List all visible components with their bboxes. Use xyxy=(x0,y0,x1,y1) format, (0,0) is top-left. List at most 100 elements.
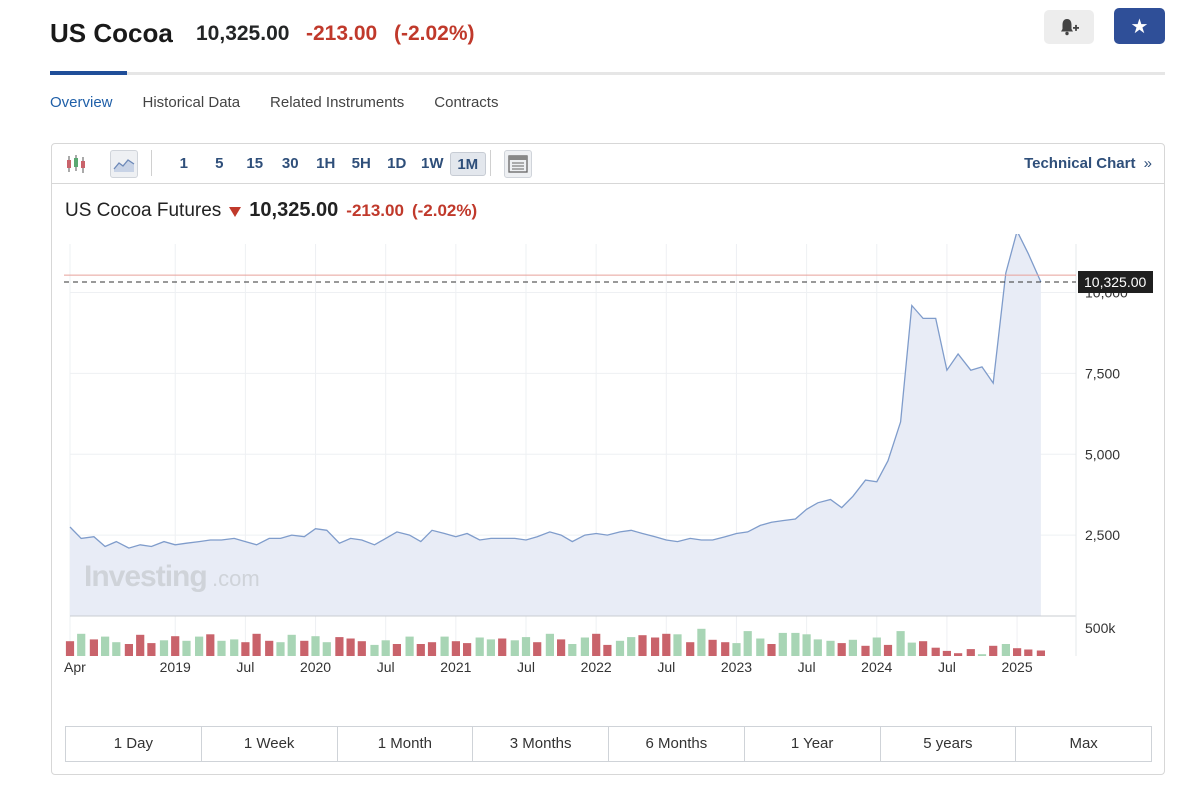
technical-chart-label: Technical Chart xyxy=(1024,155,1136,172)
watchlist-button[interactable]: ★ xyxy=(1114,8,1165,44)
interval-5[interactable]: 5 xyxy=(215,155,224,172)
table-view-button[interactable] xyxy=(504,150,532,178)
x-tick-label: Apr xyxy=(64,659,86,675)
tab-overview[interactable]: Overview xyxy=(50,94,113,111)
x-tick-label: 2024 xyxy=(861,659,892,675)
tab-bar: Overview Historical Data Related Instrum… xyxy=(50,94,498,111)
volume-bar xyxy=(883,644,893,656)
candlestick-chart-button[interactable] xyxy=(62,150,90,178)
volume-bar xyxy=(872,637,881,656)
quote-header: US Cocoa 10,325.00 -213.00 (-2.02%) ★ xyxy=(50,8,1165,48)
volume-bar xyxy=(265,640,274,656)
volume-bar xyxy=(370,644,379,656)
volume-bar xyxy=(357,641,366,656)
volume-bar xyxy=(440,636,449,656)
last-price-badge xyxy=(1078,271,1153,294)
volume-bar xyxy=(861,645,870,656)
volume-bar xyxy=(778,632,787,656)
volume-bar xyxy=(756,638,765,656)
volume-bar xyxy=(392,644,401,656)
area-chart-icon xyxy=(113,159,135,172)
volume-bar xyxy=(346,638,355,656)
volume-bar xyxy=(732,643,741,656)
interval-1d[interactable]: 1D xyxy=(387,155,407,172)
tab-related-instruments[interactable]: Related Instruments xyxy=(270,94,405,111)
range-6-months[interactable]: 6 Months xyxy=(609,727,745,761)
range-5-years[interactable]: 5 years xyxy=(881,727,1017,761)
volume-bar xyxy=(416,644,425,656)
volume-bar xyxy=(802,634,811,656)
last-price-label: 10,325.00 xyxy=(1084,274,1146,290)
volume-bar xyxy=(931,647,940,656)
interval-30[interactable]: 30 xyxy=(281,155,299,172)
interval-1h[interactable]: 1H xyxy=(316,155,336,172)
volume-bar xyxy=(112,642,121,656)
tabbar-divider xyxy=(50,72,1165,75)
volume-bar xyxy=(311,636,320,656)
technical-chart-link[interactable]: Technical Chart » xyxy=(1024,155,1152,172)
x-tick-label: Jul xyxy=(798,659,816,675)
volume-bar xyxy=(124,644,133,656)
range-max[interactable]: Max xyxy=(1069,735,1098,752)
area-chart-button[interactable] xyxy=(110,150,138,178)
range-1-month[interactable]: 1 Month xyxy=(338,727,474,761)
toolbar-separator xyxy=(151,150,152,176)
volume-bar xyxy=(837,643,846,656)
tab-contracts[interactable]: Contracts xyxy=(434,94,499,111)
volume-bar xyxy=(686,642,695,656)
volume-bar xyxy=(603,644,612,656)
volume-bar xyxy=(252,633,261,656)
range-1-day[interactable]: 1 Day xyxy=(66,727,202,761)
instrument-price: 10,325.00 xyxy=(249,199,339,221)
volume-bar xyxy=(697,628,706,656)
bell-plus-icon xyxy=(1061,19,1079,36)
x-tick-label: 2025 xyxy=(1001,659,1032,675)
interval-15[interactable]: 15 xyxy=(246,155,264,172)
interval-1[interactable]: 1 xyxy=(179,155,188,172)
volume-bar xyxy=(977,654,987,656)
tab-historical-data[interactable]: Historical Data xyxy=(142,94,241,111)
volume-bar xyxy=(171,636,180,656)
volume-bar xyxy=(475,637,484,656)
page-title: US Cocoa xyxy=(50,18,173,48)
volume-bar xyxy=(381,640,390,656)
range-1-week[interactable]: 1 Week xyxy=(202,727,338,761)
tab-active-indicator xyxy=(50,71,127,75)
instrument-change: -213.00 xyxy=(346,200,404,220)
volume-bar xyxy=(1036,650,1045,656)
volume-bar xyxy=(919,641,928,656)
watermark-suffix: .com xyxy=(212,566,260,591)
instrument-change-percent: (-2.02%) xyxy=(411,200,478,220)
interval-1w[interactable]: 1W xyxy=(421,155,444,172)
volume-bar xyxy=(615,640,625,656)
range-selector: 1 Day 1 Week 1 Month 3 Months 6 Months 1… xyxy=(65,726,1152,762)
volume-bar xyxy=(276,642,285,656)
x-tick-label: Jul xyxy=(517,659,535,675)
volume-bar xyxy=(1013,648,1022,656)
price-chart[interactable]: Investing.com2,5005,0007,50010,00010,325… xyxy=(52,234,1164,684)
x-tick-label: 2022 xyxy=(581,659,612,675)
volume-bar xyxy=(826,640,835,656)
volume-bar xyxy=(206,634,215,656)
chevron-right-icon: » xyxy=(1143,155,1152,172)
add-alert-button[interactable] xyxy=(1044,10,1094,44)
range-3-months[interactable]: 3 Months xyxy=(473,727,609,761)
volume-bar xyxy=(147,643,156,656)
volume-bar xyxy=(896,631,905,656)
interval-5h[interactable]: 5H xyxy=(351,155,371,172)
arrow-down-icon xyxy=(229,206,242,217)
volume-bar xyxy=(89,639,98,656)
volume-bar xyxy=(498,638,507,656)
volume-bar xyxy=(300,640,309,656)
volume-bar xyxy=(989,645,998,656)
volume-bar xyxy=(101,636,110,656)
volume-bar xyxy=(195,636,204,656)
volume-bar xyxy=(743,631,752,656)
volume-bar xyxy=(1024,649,1033,656)
volume-bar xyxy=(662,633,671,656)
interval-1m[interactable]: 1M xyxy=(450,152,486,176)
range-1-year[interactable]: 1 Year xyxy=(745,727,881,761)
volume-bar xyxy=(557,639,566,656)
volume-bar xyxy=(159,640,169,656)
volume-bar xyxy=(533,642,542,656)
